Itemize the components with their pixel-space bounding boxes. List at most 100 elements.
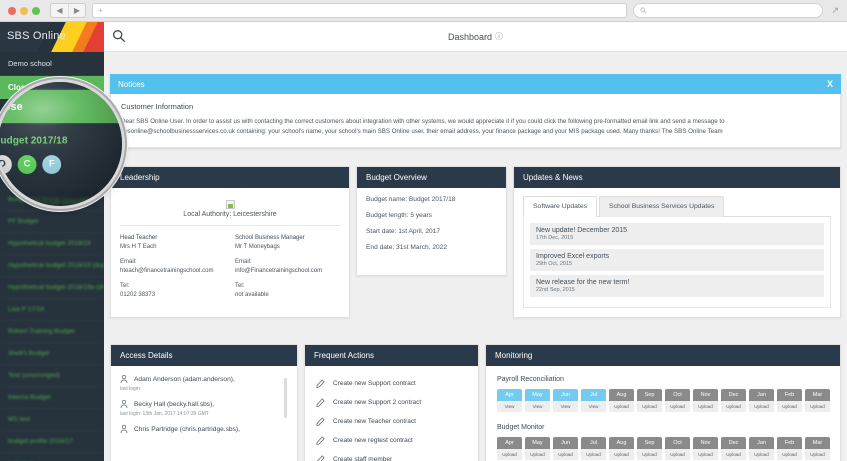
month-cell-aug[interactable]: Aug Upload (609, 389, 634, 412)
month-cell-may[interactable]: May View (525, 389, 550, 412)
month-action-button[interactable]: Upload (609, 401, 634, 412)
sidebar-item-5[interactable]: Hypothetical budget 2018/19 (duplicate) (0, 254, 104, 276)
badge-d[interactable]: D (0, 155, 12, 174)
contact-email[interactable]: info@Financetrainingschool.com (235, 268, 323, 274)
magnified-sidebar-item[interactable]: Budget 2017/18 (modify) (0, 185, 122, 206)
month-cell-may[interactable]: May Upload (525, 437, 550, 460)
month-cell-dec[interactable]: Dec Upload (721, 389, 746, 412)
month-action-button[interactable]: Upload (749, 401, 774, 412)
sidebar-item-3[interactable]: FF Budget (0, 210, 104, 232)
month-cell-oct[interactable]: Oct Upload (665, 389, 690, 412)
list-item[interactable]: Chris Partridge (chris.partridge.sbs), (120, 424, 288, 434)
month-cell-jun[interactable]: Jun View (553, 389, 578, 412)
updates-news-body: Software Updates School Business Service… (514, 188, 840, 316)
access-details-scroll-area[interactable]: Adam Anderson (adam.anderson), last login… (120, 374, 288, 461)
list-item[interactable]: Becky Hall (becky.hall.sbs), last login: … (120, 399, 288, 417)
month-action-button[interactable]: Upload (665, 401, 690, 412)
month-cell-nov[interactable]: Nov Upload (693, 437, 718, 460)
list-item[interactable]: Adam Anderson (adam.anderson), last login… (120, 374, 288, 392)
help-circle-icon[interactable]: ⓘ (495, 32, 504, 41)
month-cell-sep[interactable]: Sep Upload (637, 437, 662, 460)
month-cell-nov[interactable]: Nov Upload (693, 389, 718, 412)
month-action-button[interactable]: Upload (805, 401, 830, 412)
month-action-button[interactable]: Upload (777, 449, 802, 460)
sidebar-item-14[interactable]: josh test (0, 452, 104, 461)
month-action-button[interactable]: Upload (777, 401, 802, 412)
sidebar-item-10[interactable]: Test (unscrunged) (0, 364, 104, 386)
navigation-buttons[interactable]: ◀ ▶ (50, 3, 86, 18)
sidebar-item-8[interactable]: Robert Training Budget (0, 320, 104, 342)
magnified-close-button[interactable]: Close (0, 89, 122, 124)
close-icon[interactable]: X (826, 79, 833, 89)
badge-c[interactable]: C (17, 155, 37, 174)
frequent-action-item[interactable]: Create staff member (314, 450, 469, 461)
user-icon (120, 399, 128, 409)
scrollbar-track[interactable] (284, 378, 287, 458)
month-action-button[interactable]: Upload (637, 401, 662, 412)
frequent-action-item[interactable]: Create new Support 2 contract (314, 393, 469, 412)
scrollbar-thumb[interactable] (284, 378, 287, 418)
update-item[interactable]: Improved Excel exports 29th Oct, 2015 (530, 249, 824, 271)
sidebar-item-11[interactable]: Interna Budget (0, 386, 104, 408)
update-item[interactable]: New release for the new term! 22nd Sep, 2… (530, 275, 824, 297)
search-icon[interactable] (112, 29, 126, 43)
sidebar-item-9[interactable]: Shell's Budget (0, 342, 104, 364)
month-cell-mar[interactable]: Mar Upload (805, 389, 830, 412)
contact-email[interactable]: hteach@financetrainingschool.com (120, 268, 214, 274)
frequent-action-item[interactable]: Create new Support contract (314, 374, 469, 393)
sidebar-item-4[interactable]: Hypothetical budget 2018/19 (0, 232, 104, 254)
sidebar-item-13[interactable]: budget profile 2016/17 (0, 430, 104, 452)
month-cell-feb[interactable]: Feb Upload (777, 389, 802, 412)
month-action-button[interactable]: Upload (721, 449, 746, 460)
month-cell-sep[interactable]: Sep Upload (637, 389, 662, 412)
month-action-button[interactable]: View (497, 401, 522, 412)
month-cell-aug[interactable]: Aug Upload (609, 437, 634, 460)
sidebar-item-7[interactable]: Lisa P 17/18 (0, 298, 104, 320)
browser-search-input[interactable] (633, 3, 824, 18)
month-action-button[interactable]: Upload (637, 449, 662, 460)
frequent-action-item[interactable]: Create new Teacher contract (314, 412, 469, 431)
month-cell-jan[interactable]: Jan Upload (749, 437, 774, 460)
month-action-button[interactable]: Upload (693, 449, 718, 460)
month-cell-jan[interactable]: Jan Upload (749, 389, 774, 412)
forward-icon[interactable]: ▶ (68, 4, 85, 17)
maximize-window-button[interactable] (32, 6, 40, 15)
month-action-button[interactable]: View (525, 401, 550, 412)
minimize-window-button[interactable] (20, 6, 28, 15)
month-action-button[interactable]: View (553, 401, 578, 412)
month-action-button[interactable]: View (581, 401, 606, 412)
month-action-button[interactable]: Upload (693, 401, 718, 412)
month-action-button[interactable]: Upload (525, 449, 550, 460)
frequent-action-item[interactable]: Create new regtest contract (314, 431, 469, 450)
month-cell-oct[interactable]: Oct Upload (665, 437, 690, 460)
back-icon[interactable]: ◀ (56, 6, 63, 15)
month-action-button[interactable]: Upload (609, 449, 634, 460)
month-cell-jul[interactable]: Jul View (581, 389, 606, 412)
sidebar-item-6[interactable]: Hypothetical budget 2018/19a (duplicate) (0, 276, 104, 298)
update-item[interactable]: New update! December 2015 17th Dec, 2015 (530, 223, 824, 245)
sidebar-item-12[interactable]: MS test (0, 408, 104, 430)
tab-software-updates[interactable]: Software Updates (523, 196, 598, 217)
expand-icon[interactable]: ↗ (831, 5, 839, 15)
badge-f[interactable]: F (42, 155, 62, 174)
month-action-button[interactable]: Upload (721, 401, 746, 412)
update-title: New release for the new term! (536, 279, 630, 286)
app-logo[interactable]: SBS Online (0, 22, 104, 52)
month-cell-jul[interactable]: Jul Upload (581, 437, 606, 460)
month-action-button[interactable]: Upload (497, 449, 522, 460)
month-cell-mar[interactable]: Mar Upload (805, 437, 830, 460)
address-bar[interactable]: + (92, 3, 628, 18)
month-action-button[interactable]: Upload (749, 449, 774, 460)
month-cell-feb[interactable]: Feb Upload (777, 437, 802, 460)
month-cell-jun[interactable]: Jun Upload (553, 437, 578, 460)
close-window-button[interactable] (8, 6, 16, 15)
month-cell-apr[interactable]: Apr Upload (497, 437, 522, 460)
month-cell-dec[interactable]: Dec Upload (721, 437, 746, 460)
month-action-button[interactable]: Upload (805, 449, 830, 460)
tab-sbs-updates[interactable]: School Business Services Updates (599, 196, 725, 217)
month-cell-apr[interactable]: Apr View (497, 389, 522, 412)
month-action-button[interactable]: Upload (581, 449, 606, 460)
window-controls[interactable] (6, 6, 40, 15)
month-action-button[interactable]: Upload (553, 449, 578, 460)
month-action-button[interactable]: Upload (665, 449, 690, 460)
